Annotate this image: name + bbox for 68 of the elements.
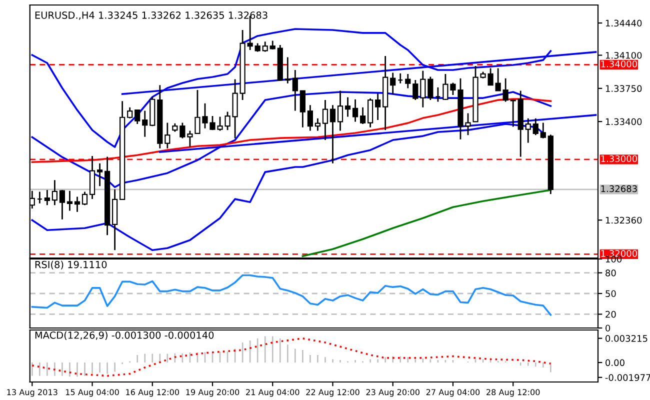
candlestick (89, 155, 96, 200)
y-tick-label: 0.003215 (606, 335, 648, 342)
ref-line-label: 1.32683 (601, 185, 637, 192)
y-tick-label: 20 (606, 310, 616, 318)
ref-line-label: 1.32000 (601, 250, 638, 257)
candlestick (66, 190, 73, 212)
candlestick (368, 98, 374, 128)
candlestick (330, 104, 336, 164)
y-tick-label: 0 (606, 324, 610, 332)
chart-title: MACD(12,26,9) -0.001300 -0.000140 (35, 331, 214, 340)
ref-line-label: 1.33000 (601, 155, 638, 162)
candlestick (435, 86, 441, 102)
candlestick (428, 76, 434, 101)
candlestick (164, 122, 170, 150)
x-tick-label: 13 Aug 2013 (7, 389, 58, 397)
y-tick-label: 1.34100 (606, 52, 642, 59)
candlestick (337, 90, 344, 132)
candlestick (134, 109, 140, 125)
y-tick-label: 80 (606, 270, 616, 276)
candlestick (300, 90, 306, 128)
ref-line-label: 1.34000 (601, 60, 638, 68)
candlestick (420, 70, 426, 108)
candlestick (405, 73, 411, 89)
x-tick-label: 22 Aug 12:00 (306, 389, 360, 397)
x-tick-label: 19 Aug 20:00 (186, 389, 240, 397)
candlestick (127, 106, 133, 120)
candlestick (59, 189, 66, 220)
candlestick (307, 104, 313, 132)
candlestick (82, 191, 88, 206)
x-tick-label: 21 Aug 04:00 (246, 389, 300, 397)
x-tick-label: 28 Aug 12:00 (486, 389, 540, 397)
line-series (31, 274, 552, 316)
candlestick (322, 99, 328, 141)
candlestick (502, 78, 508, 102)
candlestick (262, 40, 268, 52)
candlestick (360, 106, 366, 125)
candlestick (540, 122, 546, 140)
candlestick (52, 179, 58, 206)
candlestick (532, 118, 538, 136)
candlestick (375, 92, 381, 121)
candlestick (398, 72, 404, 84)
candlestick (284, 56, 290, 84)
y-tick-label: 0.00 (606, 359, 624, 366)
x-tick-label: 15 Aug 04:00 (66, 389, 119, 397)
y-tick-label: 1.33750 (606, 85, 642, 92)
candlestick (352, 98, 358, 122)
candlestick (314, 118, 321, 132)
candlestick (142, 110, 148, 138)
candlestick (74, 196, 80, 213)
candlestick (36, 191, 42, 204)
candlestick (292, 69, 298, 112)
line-series (302, 189, 552, 258)
y-tick-label: 1.34440 (606, 20, 642, 27)
x-tick-label: 16 Aug 12:00 (126, 389, 180, 397)
candlestick (412, 79, 418, 101)
y-tick-label: 50 (606, 290, 616, 298)
candlestick (96, 162, 103, 187)
candlestick (44, 189, 50, 206)
y-tick-label: 1.33400 (606, 118, 642, 126)
x-tick-label: 23 Aug 20:00 (366, 389, 420, 397)
x-tick-label: 27 Aug 04:00 (426, 389, 480, 397)
candlestick (344, 96, 351, 118)
chart-title: RSI(8) 19.1110 (35, 260, 107, 270)
text: EURUSD.,H4 1.33245 1.33262 1.32635 1.32683 (35, 11, 268, 20)
candlestick (525, 118, 531, 144)
y-tick-label: 1.32360 (606, 216, 642, 224)
candlestick (390, 72, 396, 95)
candlestick (510, 99, 516, 128)
